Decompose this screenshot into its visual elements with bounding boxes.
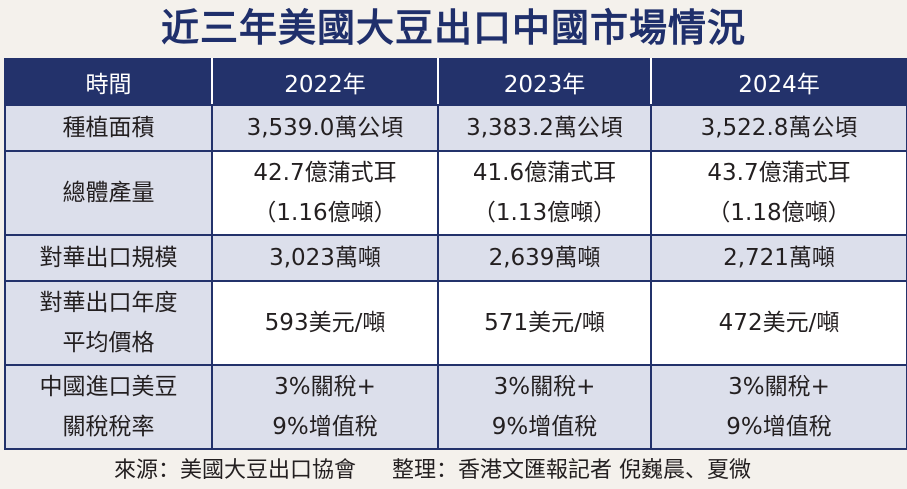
header-time: 時間	[4, 58, 213, 106]
row-label: 種植面積	[4, 104, 213, 152]
cell-2023: 2,639萬噸	[437, 234, 652, 282]
row-label: 中國進口美豆 關稅稅率	[4, 364, 213, 450]
cell-2023: 3%關稅+ 9%增值稅	[437, 364, 652, 450]
header-2023: 2023年	[437, 58, 652, 106]
row-label: 對華出口規模	[4, 234, 213, 282]
cell-2024: 2,721萬噸	[650, 234, 907, 282]
row-label: 總體產量	[4, 150, 213, 236]
cell-2024: 3,522.8萬公頃	[650, 104, 907, 152]
cell-2023: 3,383.2萬公頃	[437, 104, 652, 152]
cell-2023: 41.6億蒲式耳 （1.13億噸）	[437, 150, 652, 236]
page-title: 近三年美國大豆出口中國市場情況	[160, 6, 746, 50]
source-text: 來源：美國大豆出口協會	[114, 458, 357, 483]
header-2024: 2024年	[650, 58, 907, 106]
cell-2022: 3,539.0萬公頃	[211, 104, 439, 152]
cell-2024: 3%關稅+ 9%增值稅	[650, 364, 907, 450]
cell-2024: 472美元/噸	[650, 280, 907, 366]
table-row-tariff-rate: 中國進口美豆 關稅稅率 3%關稅+ 9%增值稅 3%關稅+ 9%增值稅 3%關稅…	[4, 364, 907, 450]
source-credit: 來源：美國大豆出口協會 整理：香港文匯報記者 倪巍晨、夏微	[114, 455, 907, 487]
table-row-total-output: 總體產量 42.7億蒲式耳 （1.16億噸） 41.6億蒲式耳 （1.13億噸）…	[4, 150, 907, 236]
table-row-export-scale: 對華出口規模 3,023萬噸 2,639萬噸 2,721萬噸	[4, 234, 907, 282]
table-row-planted-area: 種植面積 3,539.0萬公頃 3,383.2萬公頃 3,522.8萬公頃	[4, 104, 907, 152]
cell-2022: 42.7億蒲式耳 （1.16億噸）	[211, 150, 439, 236]
cell-2022: 593美元/噸	[211, 280, 439, 366]
table-row-average-price: 對華出口年度 平均價格 593美元/噸 571美元/噸 472美元/噸	[4, 280, 907, 366]
row-label: 對華出口年度 平均價格	[4, 280, 213, 366]
cell-2022: 3,023萬噸	[211, 234, 439, 282]
header-2022: 2022年	[211, 58, 439, 106]
cell-2023: 571美元/噸	[437, 280, 652, 366]
table-header-row: 時間 2022年 2023年 2024年	[4, 58, 907, 106]
cell-2022: 3%關稅+ 9%增值稅	[211, 364, 439, 450]
cell-2024: 43.7億蒲式耳 （1.18億噸）	[650, 150, 907, 236]
editor-credit: 整理：香港文匯報記者 倪巍晨、夏微	[392, 458, 752, 483]
soybean-export-table: 時間 2022年 2023年 2024年 種植面積 3,539.0萬公頃 3,3…	[4, 58, 907, 450]
